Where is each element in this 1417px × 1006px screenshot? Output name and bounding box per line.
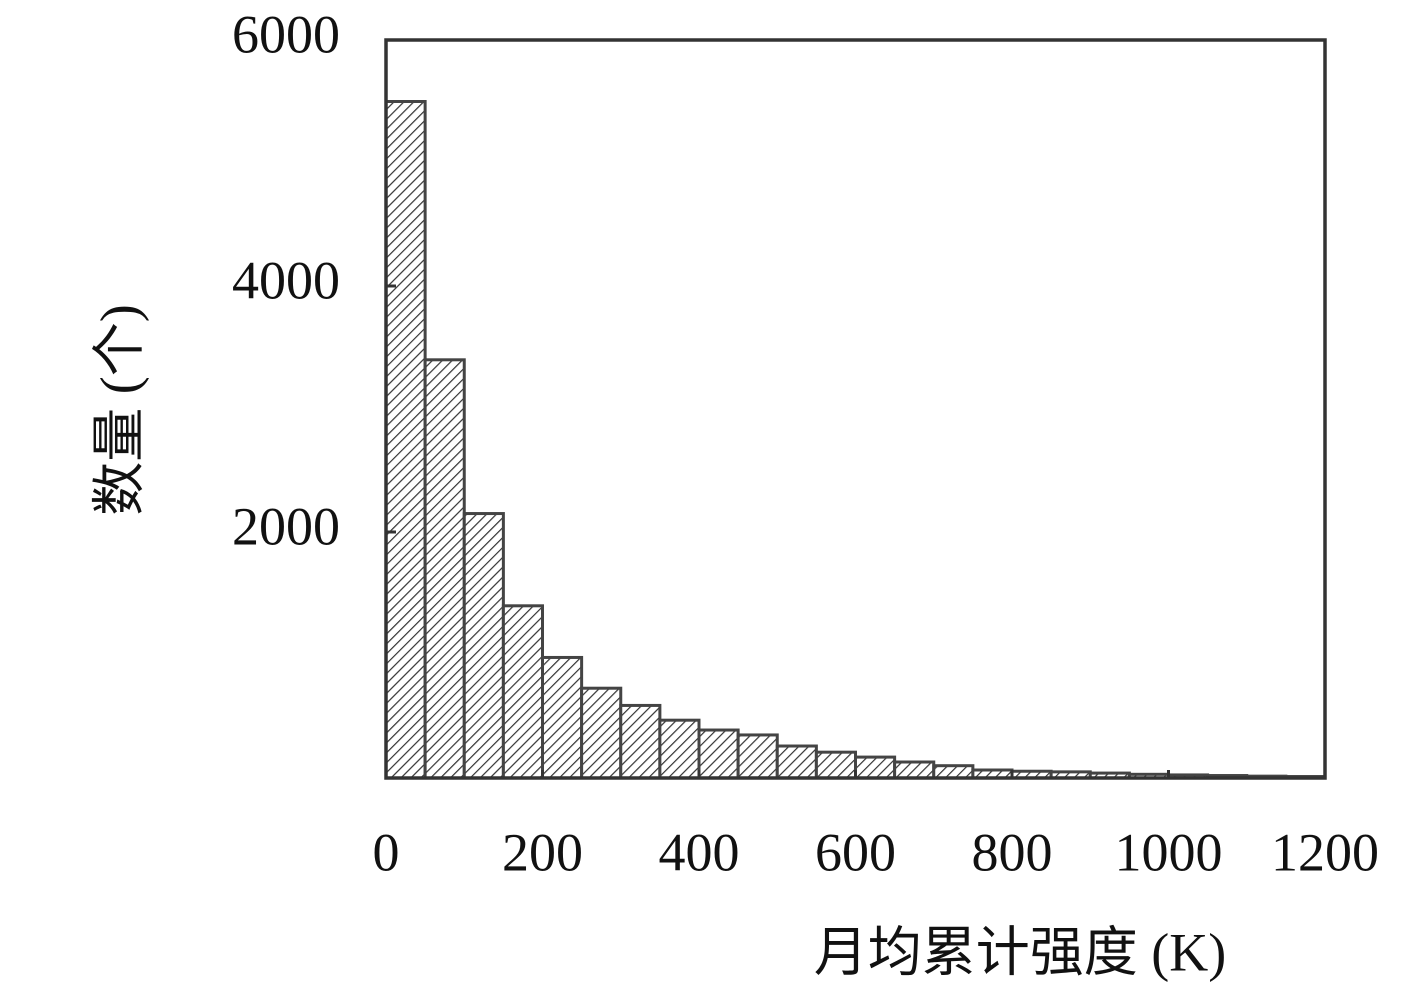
x-axis-label: 月均累计强度 (K) bbox=[814, 922, 1226, 982]
x-tick-label: 600 bbox=[815, 822, 896, 882]
bar bbox=[814, 750, 857, 780]
bar bbox=[384, 100, 427, 780]
bar bbox=[462, 512, 505, 780]
x-tick-label: 200 bbox=[502, 822, 583, 882]
bar bbox=[501, 604, 544, 780]
y-tick-label: 6000 bbox=[232, 4, 340, 64]
bar bbox=[893, 760, 936, 780]
bar bbox=[775, 744, 818, 780]
y-axis-label: 数量 (个) bbox=[89, 304, 149, 515]
x-tick-label: 0 bbox=[373, 822, 400, 882]
bar bbox=[932, 764, 975, 780]
bar bbox=[697, 728, 740, 780]
bar bbox=[541, 655, 584, 780]
bar bbox=[619, 703, 662, 780]
bar bbox=[736, 733, 779, 780]
bar bbox=[580, 686, 623, 780]
bar bbox=[854, 755, 897, 780]
x-tick-label: 1200 bbox=[1271, 822, 1379, 882]
x-tick-label: 400 bbox=[659, 822, 740, 882]
y-tick-label: 2000 bbox=[232, 496, 340, 556]
bar bbox=[423, 358, 466, 780]
bar bbox=[658, 718, 701, 780]
x-tick-label: 800 bbox=[972, 822, 1053, 882]
y-tick-label: 4000 bbox=[232, 250, 340, 310]
x-tick-label: 1000 bbox=[1115, 822, 1223, 882]
